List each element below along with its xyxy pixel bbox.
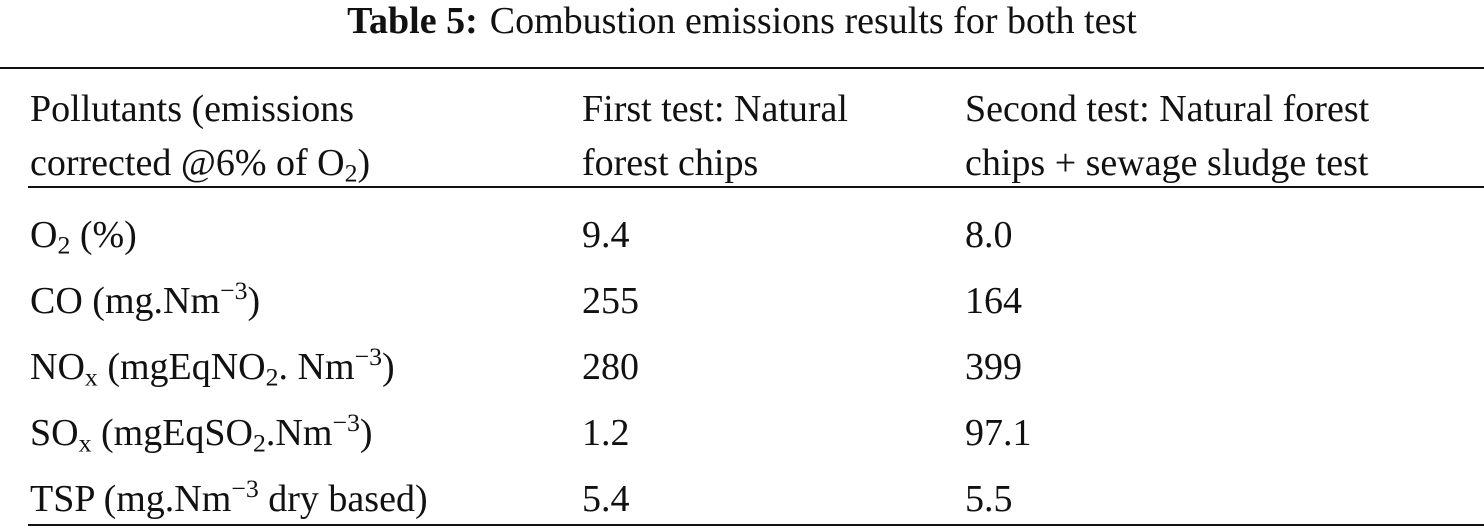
row-label: SOx (mgEqSO2.Nm−3): [30, 409, 373, 455]
table-cell: 8.0: [965, 214, 1013, 256]
text-run: Second test: Natural forest: [965, 88, 1370, 130]
header-cell-line: corrected @6% of O2): [30, 142, 371, 186]
text-run: .Nm: [265, 412, 333, 454]
text-run: First test: Natural: [582, 88, 848, 130]
header-cell-line: chips + sewage sludge test: [965, 144, 1368, 182]
table-cell: 1.2: [582, 412, 630, 454]
subscript: 2: [253, 428, 266, 458]
text-run: CO (mg.Nm: [30, 280, 220, 322]
table-cell: 5.4: [582, 478, 630, 520]
table-cell: 164: [965, 280, 1022, 322]
text-run: NO: [30, 346, 85, 388]
superscript: −3: [231, 473, 259, 503]
text-run: ): [359, 412, 373, 454]
text-run: O: [30, 214, 58, 256]
text-run: corrected @6% of O: [30, 142, 345, 184]
table-cell: 399: [965, 346, 1022, 388]
table-cell: 9.4: [582, 214, 630, 256]
subscript: 2: [265, 362, 279, 392]
table-cell: 97.1: [965, 412, 1032, 454]
text-run: SO: [30, 412, 79, 454]
caption-text: Combustion emissions results for both te…: [489, 0, 1137, 42]
subscript: 2: [57, 230, 71, 260]
text-run: (mgEqSO: [91, 412, 253, 454]
text-run: (mgEqNO: [97, 346, 266, 388]
text-run: chips + sewage sludge test: [965, 142, 1369, 184]
header-cell-line: Second test: Natural forest: [965, 90, 1369, 128]
header-rule: [28, 186, 1484, 188]
top-rule: [0, 67, 1484, 69]
text-run: forest chips: [582, 142, 759, 184]
superscript: −3: [354, 341, 383, 371]
table-caption: Table 5: Combustion emissions results for…: [0, 2, 1484, 40]
subscript: 2: [344, 158, 358, 188]
text-run: ): [247, 280, 261, 322]
header-cell-line: First test: Natural: [582, 90, 848, 128]
table-cell: 5.5: [965, 478, 1013, 520]
text-run: TSP (mg.Nm: [30, 478, 232, 520]
text-run: dry based): [258, 478, 428, 520]
subscript: x: [84, 362, 98, 392]
text-run: . Nm: [278, 346, 355, 388]
bottom-rule: [28, 524, 1484, 526]
superscript: −3: [332, 407, 360, 437]
header-cell-line: Pollutants (emissions: [30, 90, 354, 128]
text-run: (%): [70, 214, 137, 256]
table-cell: 255: [582, 280, 639, 322]
subscript: x: [78, 428, 92, 458]
row-label: TSP (mg.Nm−3 dry based): [30, 475, 428, 520]
table-cell: 280: [582, 346, 639, 388]
row-label: CO (mg.Nm−3): [30, 277, 261, 322]
header-cell-line: forest chips: [582, 144, 758, 182]
text-run: Pollutants (emissions: [30, 88, 355, 130]
row-label: O2 (%): [30, 214, 137, 258]
text-run: ): [357, 142, 371, 184]
superscript: −3: [220, 275, 248, 305]
text-run: ): [382, 346, 395, 388]
row-label: NOx (mgEqNO2. Nm−3): [30, 343, 395, 389]
caption-label: Table 5:: [347, 0, 478, 42]
